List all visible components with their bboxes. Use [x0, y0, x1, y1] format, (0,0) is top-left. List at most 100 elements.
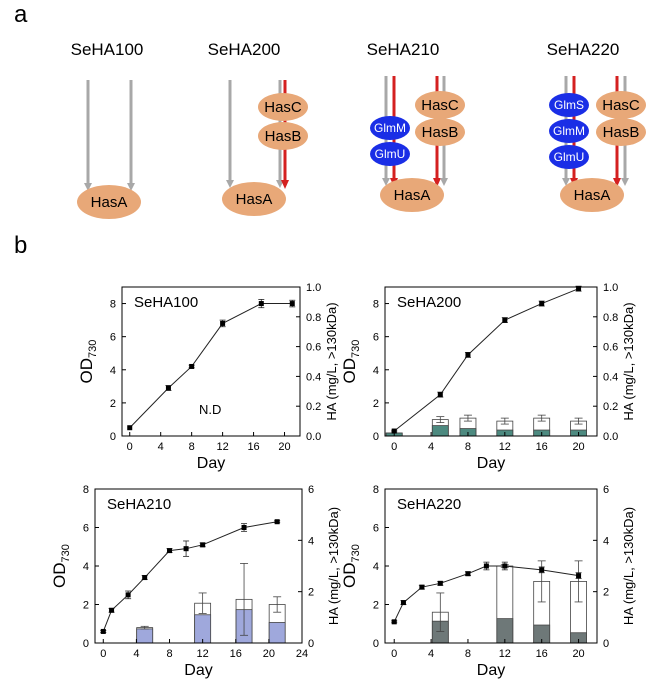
y-tick-label: 8: [373, 484, 379, 496]
enzyme-hasc: [415, 91, 465, 119]
y-axis-label: OD730: [340, 544, 362, 588]
x-tick-label: 8: [166, 648, 172, 660]
enzyme-label: HasA: [236, 191, 273, 208]
y-tick-label: 6: [110, 332, 116, 344]
y2-axis-label: HA (mg/L, >130kDa): [324, 302, 339, 420]
y-tick-label: 4: [83, 561, 89, 573]
arrow-head: [281, 180, 289, 189]
enzyme-label: HasC: [602, 97, 640, 114]
plot-frame: [384, 286, 598, 437]
arrow-head: [127, 183, 135, 191]
y-axis-label-main: OD: [340, 562, 359, 588]
od-point: [483, 563, 489, 569]
y-tick-label: 8: [83, 484, 89, 496]
strain-seha210: SeHA210 GlmM GlmU HasC HasB HasA: [367, 40, 465, 212]
od-point: [576, 286, 582, 292]
enzyme-label: HasA: [91, 194, 128, 211]
od-point: [437, 580, 443, 586]
ha-bar-segment: [268, 622, 286, 644]
y-axis-label: OD730: [77, 340, 99, 384]
x-tick-label: 8: [465, 441, 471, 453]
y-axis-label: OD730: [340, 340, 362, 384]
chart-annotation: N.D: [199, 402, 221, 417]
x-axis-label: Day: [197, 455, 225, 472]
y-axis-label-sub: 730: [60, 544, 72, 562]
y2-tick-label: 0.6: [603, 342, 618, 354]
x-tick-label: 4: [133, 648, 139, 660]
y-axis-label-sub: 730: [350, 340, 362, 358]
y2-tick-label: 2: [308, 587, 314, 599]
od-point: [109, 607, 115, 613]
strain-title: SeHA220: [547, 40, 620, 59]
od-point: [165, 385, 171, 391]
y2-tick-label: 1.0: [603, 282, 618, 294]
od-point: [391, 619, 397, 625]
strain-seha100: SeHA100 HasA: [71, 40, 143, 219]
chart-seha100: 0 4 8 12 16 20 0 2 4 6 8 0.0 0.2 0.4 0.6 0.8 1.0 SeHA100 N…: [77, 282, 339, 472]
chart-title: SeHA210: [107, 496, 171, 513]
x-tick-label: 16: [247, 441, 259, 453]
y-axis-label-main: OD: [340, 358, 359, 384]
enzyme-hasb: [415, 118, 465, 146]
y-axis-label-main: OD: [77, 358, 96, 384]
y-axis-label-sub: 730: [87, 340, 99, 358]
y-tick-label: 4: [373, 365, 379, 377]
y-tick-label: 2: [83, 600, 89, 612]
y2-tick-label: 0.2: [306, 401, 321, 413]
x-tick-label: 20: [572, 648, 584, 660]
x-axis-label: Day: [477, 455, 505, 472]
y2-tick-label: 0: [603, 638, 609, 650]
y2-tick-label: 0.8: [306, 312, 321, 324]
y2-tick-label: 0.0: [306, 431, 321, 443]
y-tick-label: 4: [110, 365, 116, 377]
y2-tick-label: 0.0: [603, 431, 618, 443]
x-tick-label: 20: [278, 441, 290, 453]
plot-frame: [121, 286, 301, 437]
enzyme-label: GlmU: [375, 147, 406, 161]
enzyme-hasa: [222, 182, 286, 216]
enzyme-label: HasA: [394, 187, 431, 204]
arrow-head: [621, 178, 629, 186]
enzyme-hasa: [560, 178, 624, 212]
od-point: [502, 563, 508, 569]
enzyme-glmm: [370, 116, 410, 140]
chart-title: SeHA220: [397, 496, 461, 513]
od-point: [502, 317, 508, 323]
x-tick-label: 12: [216, 441, 228, 453]
y2-tick-label: 0.2: [603, 401, 618, 413]
od-point: [289, 301, 295, 307]
strain-title: SeHA210: [367, 40, 440, 59]
x-tick-label: 0: [391, 441, 397, 453]
x-tick-label: 0: [100, 648, 106, 660]
od-point: [419, 584, 425, 590]
arrow-head: [84, 183, 92, 191]
enzyme-label: GlmS: [554, 98, 584, 112]
y-axis-label: OD730: [50, 544, 72, 588]
y2-axis-label: HA (mg/L, >130kDa): [621, 507, 636, 625]
od-point: [241, 525, 247, 530]
od-point: [167, 548, 173, 554]
od-point: [274, 519, 280, 525]
y-axis-label-main: OD: [50, 562, 69, 588]
ha-bar-segment: [136, 628, 154, 644]
x-tick-label: 8: [189, 441, 195, 453]
x-tick-label: 20: [263, 648, 275, 660]
enzyme-label: HasC: [264, 99, 302, 116]
od-point: [125, 592, 131, 598]
enzyme-label: HasB: [422, 124, 459, 141]
enzyme-hasc: [258, 93, 308, 121]
od-point: [391, 428, 397, 434]
enzyme-glmu: [370, 142, 410, 166]
x-tick-label: 12: [197, 648, 209, 660]
y-tick-label: 4: [373, 561, 379, 573]
arrow-head: [433, 178, 441, 187]
chart-title: SeHA100: [134, 294, 198, 311]
enzyme-hasa: [77, 185, 141, 219]
enzyme-glmu: [549, 145, 589, 169]
enzyme-hasa: [380, 178, 444, 212]
chart-title: SeHA200: [397, 294, 461, 311]
x-tick-label: 4: [428, 441, 434, 453]
y-tick-label: 0: [373, 431, 379, 443]
